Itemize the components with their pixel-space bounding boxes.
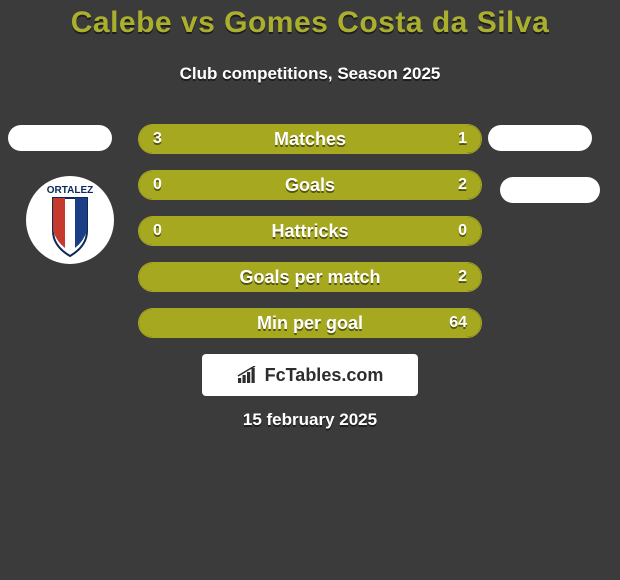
brand-badge: FcTables.com bbox=[202, 354, 418, 396]
stat-row: 0Hattricks0 bbox=[0, 216, 620, 246]
stat-bar-track: Goals per match2 bbox=[138, 262, 482, 292]
stat-rows: 3Matches1 0Goals2 0Hattricks0 Goals per mat… bbox=[0, 124, 620, 354]
stat-bar-track: Min per goal64 bbox=[138, 308, 482, 338]
stat-bar-track: 0Goals2 bbox=[138, 170, 482, 200]
stat-value-right: 2 bbox=[421, 263, 481, 291]
stat-row: Goals per match2 bbox=[0, 262, 620, 292]
page-subtitle: Club competitions, Season 2025 bbox=[0, 64, 620, 84]
stat-row: Min per goal64 bbox=[0, 308, 620, 338]
stat-row: 3Matches1 bbox=[0, 124, 620, 154]
comparison-infographic: Calebe vs Gomes Costa da Silva Club comp… bbox=[0, 0, 620, 580]
stat-value-right: 1 bbox=[421, 125, 481, 153]
stat-row: 0Goals2 bbox=[0, 170, 620, 200]
date-text: 15 february 2025 bbox=[0, 410, 620, 430]
stat-value-right: 64 bbox=[421, 309, 481, 337]
stat-bar-track: 0Hattricks0 bbox=[138, 216, 482, 246]
stat-bar-track: 3Matches1 bbox=[138, 124, 482, 154]
stat-value-right: 0 bbox=[421, 217, 481, 245]
stat-value-right: 2 bbox=[421, 171, 481, 199]
page-title: Calebe vs Gomes Costa da Silva bbox=[0, 0, 620, 40]
brand-text: FcTables.com bbox=[265, 365, 384, 386]
brand-chart-icon bbox=[237, 366, 259, 384]
